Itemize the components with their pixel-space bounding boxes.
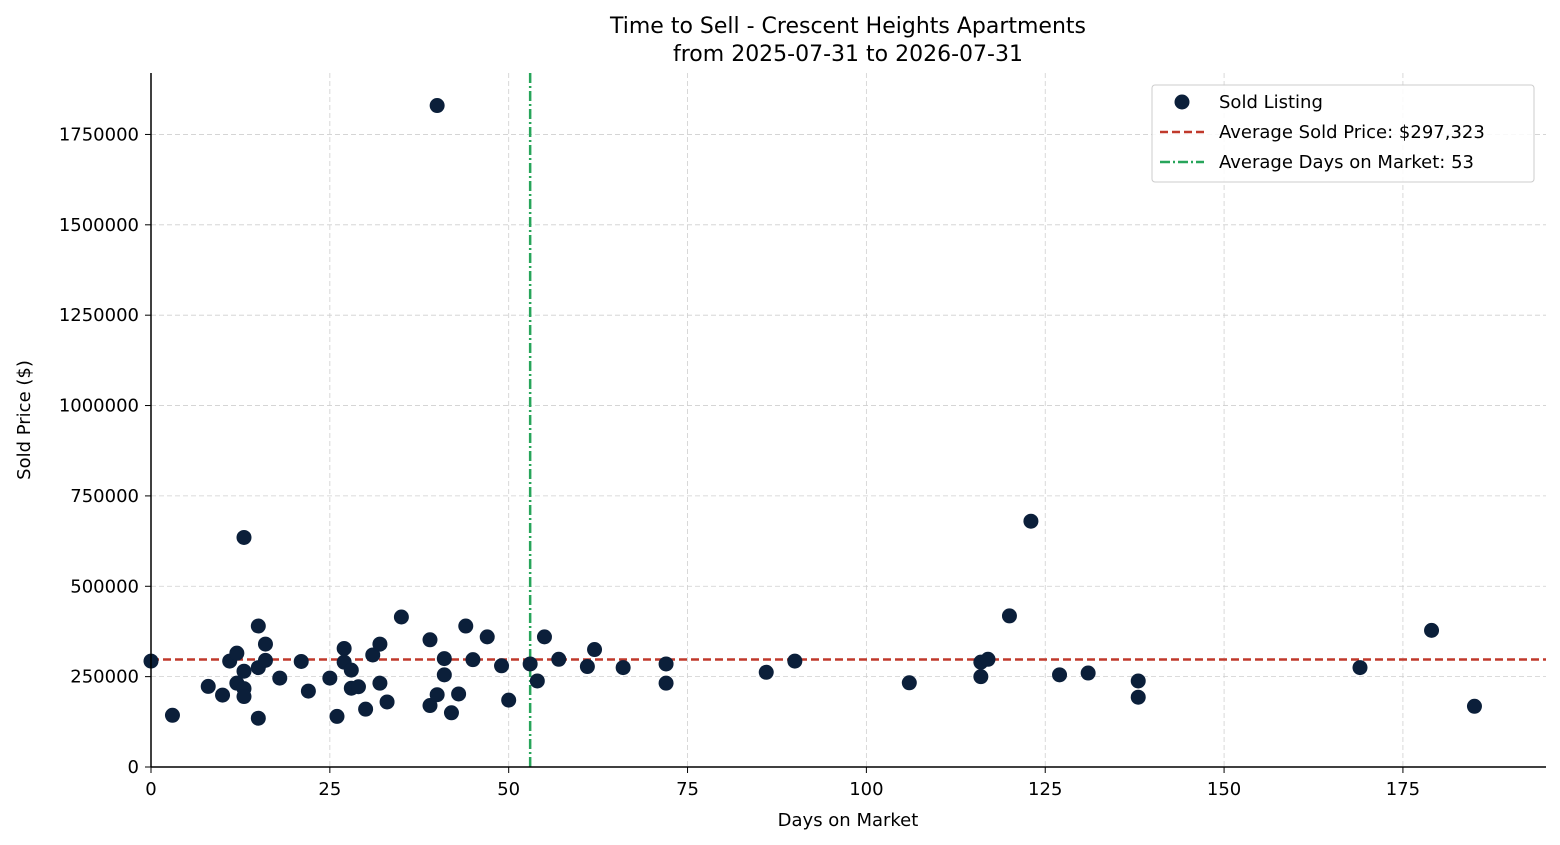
data-point [329,708,345,724]
data-point [236,663,252,679]
data-point [236,529,252,545]
data-point [479,629,495,645]
tick-labels: 0 25 50 75 100 125 150 175 0 250000 500000 750000 10… [59,124,1420,800]
legend-label-avg-price: Average Sold Price: $297,323 [1219,122,1485,143]
x-tick-label: 50 [497,779,520,800]
data-point [579,659,595,675]
y-tick-label: 1000000 [59,396,139,417]
data-point [372,636,388,652]
data-point [1023,513,1039,529]
data-point [501,692,517,708]
data-point [358,701,374,717]
x-tick-label: 150 [1207,779,1241,800]
y-tick-label: 0 [128,757,139,778]
y-tick-label: 1500000 [59,215,139,236]
x-tick-label: 125 [1028,779,1062,800]
y-tick-label: 1750000 [59,124,139,145]
data-point [587,642,603,658]
data-points [143,98,1482,726]
data-point [250,618,266,634]
data-point [758,664,774,680]
data-point [1080,665,1096,681]
data-point [257,636,273,652]
legend-label-avg-days: Average Days on Market: 53 [1219,152,1474,173]
data-point [1352,660,1368,676]
axes [145,73,1546,773]
data-point [436,667,452,683]
reference-lines [151,73,1546,767]
data-point [200,678,216,694]
data-point [293,653,309,669]
data-point [658,656,674,672]
data-point [1130,689,1146,705]
data-point [236,689,252,705]
y-axis-label: Sold Price ($) [14,360,35,480]
x-tick-label: 75 [676,779,699,800]
x-axis-label: Days on Market [778,810,919,831]
data-point [350,679,366,695]
data-point [980,651,996,667]
data-point [1424,622,1440,638]
data-point [551,651,567,667]
data-point [529,673,545,689]
data-point [272,670,288,686]
data-point [372,675,388,691]
data-point [787,653,803,669]
data-point [443,705,459,721]
x-tick-label: 175 [1386,779,1420,800]
data-point [465,652,481,668]
x-tick-label: 100 [849,779,883,800]
data-point [422,632,438,648]
legend-label-sold: Sold Listing [1219,92,1323,113]
data-point [1001,608,1017,624]
data-point [257,652,273,668]
data-point [429,687,445,703]
data-point [343,662,359,678]
data-point [250,710,266,726]
data-point [973,669,989,685]
data-point [336,640,352,656]
data-point [215,687,231,703]
chart-subtitle: from 2025-07-31 to 2026-07-31 [673,42,1023,67]
chart-title: Time to Sell - Crescent Heights Apartmen… [609,14,1086,39]
data-point [1130,673,1146,689]
data-point [365,647,381,663]
data-point [379,694,395,710]
data-point [458,618,474,634]
legend: Sold Listing Average Sold Price: $297,32… [1151,84,1535,183]
x-tick-label: 0 [145,779,156,800]
y-tick-label: 250000 [70,667,139,688]
x-tick-label: 25 [318,779,341,800]
data-point [229,645,245,661]
data-point [536,629,552,645]
legend-box [1151,84,1535,183]
y-tick-label: 750000 [70,486,139,507]
data-point [422,698,438,714]
data-point [901,675,917,691]
data-point [451,686,467,702]
data-point [322,670,338,686]
data-point [164,707,180,723]
data-point [436,651,452,667]
data-point [615,660,631,676]
data-point [429,98,445,114]
data-point [522,656,538,672]
data-point [393,609,409,625]
data-point [300,683,316,699]
legend-marker-sold [1174,94,1190,110]
data-point [494,658,510,674]
y-tick-label: 1250000 [59,305,139,326]
data-point [1466,698,1482,714]
data-point [1052,667,1068,683]
data-point [658,675,674,691]
y-tick-label: 500000 [70,576,139,597]
